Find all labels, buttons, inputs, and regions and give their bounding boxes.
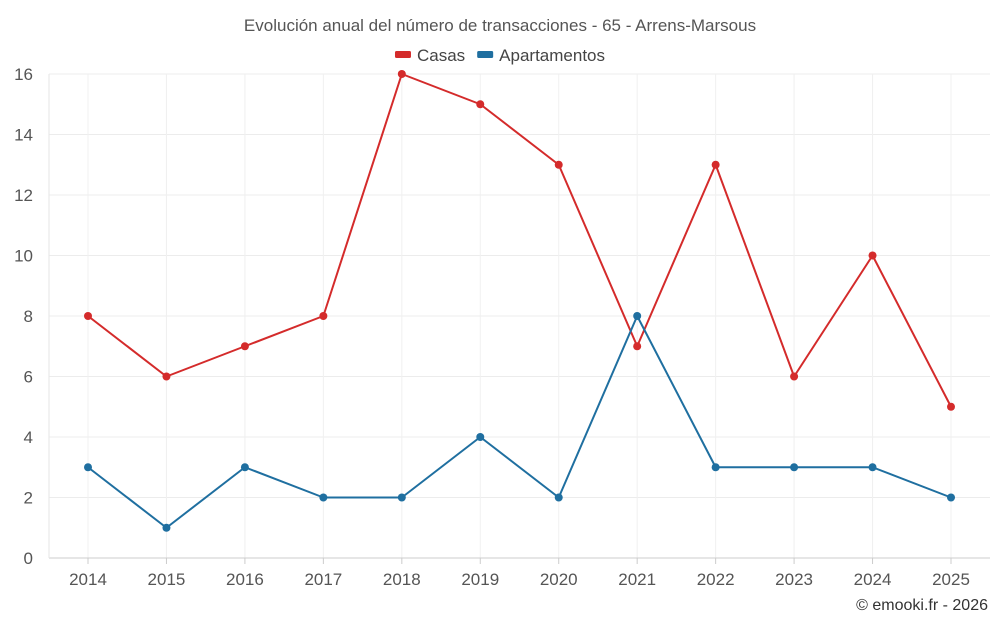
y-tick-label: 4 xyxy=(24,428,33,447)
grid xyxy=(49,73,990,558)
x-tick-label: 2024 xyxy=(854,570,892,589)
data-point-casas[interactable] xyxy=(319,312,328,320)
data-point-apartamentos[interactable] xyxy=(319,493,328,502)
x-tick-label: 2025 xyxy=(932,570,970,589)
series-layer xyxy=(84,70,955,532)
legend-swatch xyxy=(477,51,494,58)
y-tick-label: 10 xyxy=(14,247,33,266)
data-point-casas[interactable] xyxy=(476,100,485,109)
x-tick-label: 2023 xyxy=(775,570,813,589)
x-tick-label: 2017 xyxy=(304,570,342,589)
legend-item-casas[interactable]: Casas xyxy=(394,46,465,65)
y-tick-label: 2 xyxy=(24,489,33,508)
data-point-apartamentos[interactable] xyxy=(947,493,955,502)
x-tick-label: 2016 xyxy=(226,570,264,589)
y-tick-label: 16 xyxy=(14,65,33,84)
data-point-apartamentos[interactable] xyxy=(554,493,563,502)
data-point-casas[interactable] xyxy=(711,160,720,169)
data-point-apartamentos[interactable] xyxy=(476,433,485,441)
x-tick-label: 2018 xyxy=(383,570,421,589)
data-point-casas[interactable] xyxy=(868,251,877,260)
x-tick-label: 2022 xyxy=(697,570,735,589)
y-tick-label: 8 xyxy=(24,307,33,326)
y-tick-label: 12 xyxy=(14,186,33,205)
data-point-casas[interactable] xyxy=(790,372,799,381)
x-tick-label: 2021 xyxy=(618,570,656,589)
legend-swatch xyxy=(394,51,411,58)
y-tick-label: 0 xyxy=(24,549,33,568)
x-tick-label: 2014 xyxy=(69,570,107,589)
series-line-casas xyxy=(87,73,952,408)
data-point-casas[interactable] xyxy=(240,342,249,351)
data-point-apartamentos[interactable] xyxy=(397,493,406,502)
axes: 0 2 4 6 8 10 12 14 16 2014 2015 2016 2017 2018 2019 202… xyxy=(14,65,990,589)
y-tick-label: 14 xyxy=(14,126,33,145)
data-point-apartamentos[interactable] xyxy=(790,463,799,472)
legend-label: Apartamentos xyxy=(499,46,605,65)
chart-title: Evolución anual del número de transaccio… xyxy=(244,16,756,35)
data-point-casas[interactable] xyxy=(554,160,563,169)
data-point-casas[interactable] xyxy=(633,342,642,351)
x-tick-label: 2019 xyxy=(461,570,499,589)
data-point-apartamentos[interactable] xyxy=(84,463,92,472)
data-point-apartamentos[interactable] xyxy=(240,463,249,472)
data-point-casas[interactable] xyxy=(84,312,92,320)
data-point-apartamentos[interactable] xyxy=(162,523,171,532)
legend-item-apartamentos[interactable]: Apartamentos xyxy=(477,46,605,65)
data-point-apartamentos[interactable] xyxy=(711,463,720,472)
data-point-apartamentos[interactable] xyxy=(868,463,877,472)
data-point-casas[interactable] xyxy=(162,372,171,381)
x-tick-label: 2020 xyxy=(540,570,578,589)
y-tick-label: 6 xyxy=(24,368,33,387)
data-point-apartamentos[interactable] xyxy=(633,312,642,320)
x-tick-label: 2015 xyxy=(148,570,186,589)
credit-label: © emooki.fr - 2026 xyxy=(856,597,988,614)
data-point-casas[interactable] xyxy=(397,70,406,78)
data-point-casas[interactable] xyxy=(947,402,955,411)
series-line-apartamentos xyxy=(87,315,952,529)
legend: Casas Apartamentos xyxy=(394,46,605,65)
legend-label: Casas xyxy=(417,46,465,65)
